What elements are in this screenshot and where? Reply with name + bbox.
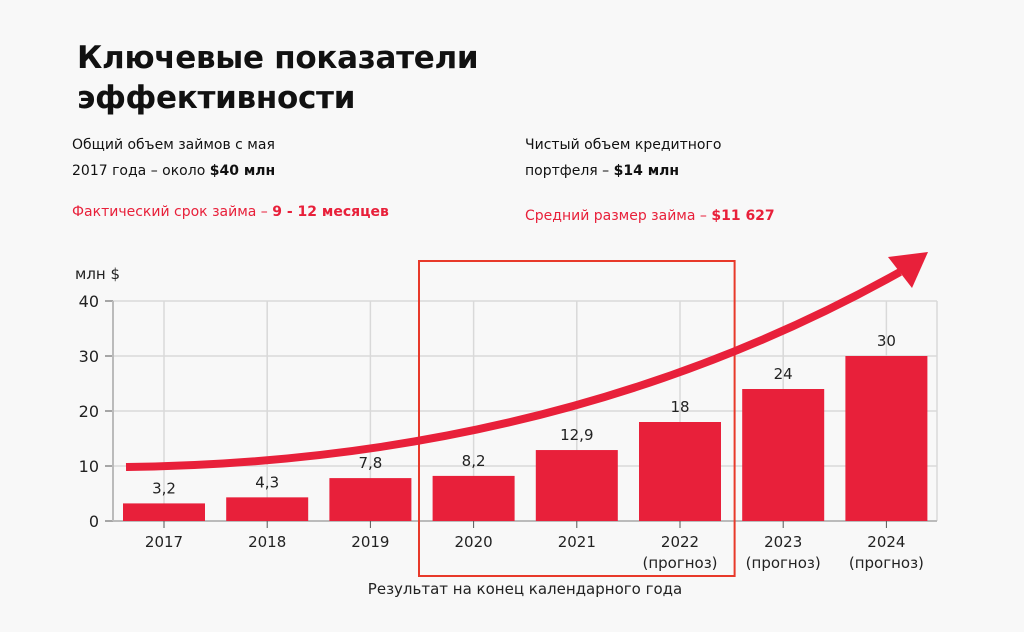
x-tick-label: 2024	[867, 533, 905, 551]
x-axis-label: Результат на конец календарного года	[368, 580, 682, 598]
data-label: 3,2	[152, 479, 176, 497]
bar-2022	[639, 422, 721, 521]
bar-2019	[329, 478, 412, 521]
fact-text: Общий объем займов с мая	[72, 137, 275, 153]
y-axis-label: млн $	[75, 265, 120, 283]
fact-text: портфеля –	[525, 163, 614, 179]
y-tick-label: 10	[79, 457, 99, 476]
x-tick-label: 2023	[764, 533, 802, 551]
bar-2018	[226, 497, 309, 521]
y-tick-label: 40	[79, 292, 99, 311]
data-label: 12,9	[560, 426, 593, 444]
fact-value: $14 млн	[613, 163, 680, 179]
data-label: 24	[774, 365, 793, 383]
bar-2021	[535, 450, 618, 521]
loan-term-fact: Фактический срок займа – 9 - 12 месяцев	[72, 199, 389, 225]
data-label: 30	[877, 332, 896, 350]
total-loans-fact: Общий объем займов с мая 2017 года – око…	[72, 132, 275, 184]
highlight-box	[418, 260, 736, 577]
fact-text: Чистый объем кредитного	[525, 137, 722, 153]
bar-2017	[123, 503, 205, 521]
y-tick-label: 30	[79, 347, 99, 366]
x-tick-sublabel: (прогноз)	[849, 554, 924, 572]
y-tick-label: 0	[89, 512, 99, 531]
x-tick-label: 2019	[351, 533, 389, 551]
fact-text: Фактический срок займа –	[72, 204, 273, 220]
trend-arrow-head	[888, 252, 928, 288]
x-tick-label: 2020	[455, 533, 493, 551]
fact-value: $11 627	[711, 208, 775, 224]
data-label: 8,2	[462, 452, 486, 470]
fact-value: 9 - 12 месяцев	[272, 204, 389, 220]
fact-text: 2017 года – около	[72, 163, 210, 179]
bar-2023	[742, 389, 825, 521]
x-tick-label: 2022	[661, 533, 699, 551]
x-tick-label: 2017	[145, 533, 183, 551]
bar-2020	[432, 475, 515, 521]
bar-2024	[845, 356, 928, 521]
x-tick-sublabel: (прогноз)	[642, 554, 717, 572]
x-tick-sublabel: (прогноз)	[746, 554, 821, 572]
x-tick-label: 2018	[248, 533, 286, 551]
x-tick-label: 2021	[558, 533, 596, 551]
fact-value: $40 млн	[209, 163, 276, 179]
fact-text: Средний размер займа –	[525, 208, 712, 224]
y-tick-label: 20	[79, 402, 99, 421]
data-label: 18	[670, 398, 689, 416]
trend-arrow-line	[125, 268, 902, 471]
data-label: 7,8	[358, 454, 382, 472]
avg-loan-fact: Средний размер займа – $11 627	[525, 203, 775, 229]
page-title: Ключевые показатели эффективности	[77, 40, 479, 116]
portfolio-fact: Чистый объем кредитного портфеля – $14 м…	[525, 132, 721, 184]
data-label: 4,3	[255, 473, 279, 491]
